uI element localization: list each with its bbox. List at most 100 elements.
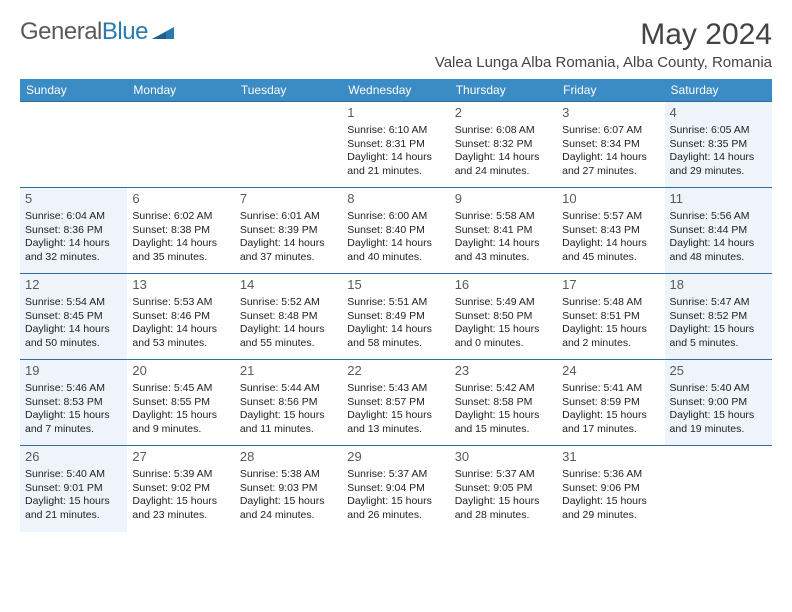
calendar-day-cell: 6Sunrise: 6:02 AMSunset: 8:38 PMDaylight… <box>127 188 234 274</box>
sunrise-text: Sunrise: 6:10 AM <box>347 124 444 138</box>
sunset-text: Sunset: 9:05 PM <box>455 482 552 496</box>
sunset-text: Sunset: 8:43 PM <box>562 224 659 238</box>
sunset-text: Sunset: 8:45 PM <box>25 310 122 324</box>
location-text: Valea Lunga Alba Romania, Alba County, R… <box>435 54 772 71</box>
day-number: 4 <box>670 105 767 122</box>
daylight-text: Daylight: 14 hours and 27 minutes. <box>562 151 659 178</box>
calendar-day-cell: 9Sunrise: 5:58 AMSunset: 8:41 PMDaylight… <box>450 188 557 274</box>
calendar-day-cell: 28Sunrise: 5:38 AMSunset: 9:03 PMDayligh… <box>235 446 342 532</box>
sunset-text: Sunset: 8:48 PM <box>240 310 337 324</box>
calendar-day-cell: 5 Sunrise: 6:04 AMSunset: 8:36 PMDaylight… <box>20 188 127 274</box>
sunrise-text: Sunrise: 5:41 AM <box>562 382 659 396</box>
weekday-header-row: SundayMondayTuesdayWednesdayThursdayFrid… <box>20 79 772 102</box>
daylight-text: Daylight: 14 hours and 40 minutes. <box>347 237 444 264</box>
calendar-day-cell: 2Sunrise: 6:08 AMSunset: 8:32 PMDaylight… <box>450 102 557 188</box>
sunrise-text: Sunrise: 6:07 AM <box>562 124 659 138</box>
calendar-week-row: 26Sunrise: 5:40 AMSunset: 9:01 PMDayligh… <box>20 446 772 532</box>
sunset-text: Sunset: 8:32 PM <box>455 138 552 152</box>
daylight-text: Daylight: 15 hours and 7 minutes. <box>25 409 122 436</box>
sunrise-text: Sunrise: 5:57 AM <box>562 210 659 224</box>
month-title: May 2024 <box>435 18 772 52</box>
sunrise-text: Sunrise: 5:39 AM <box>132 468 229 482</box>
calendar-day-cell: 10Sunrise: 5:57 AMSunset: 8:43 PMDayligh… <box>557 188 664 274</box>
calendar-day-cell: 8Sunrise: 6:00 AMSunset: 8:40 PMDaylight… <box>342 188 449 274</box>
daylight-text: Daylight: 15 hours and 28 minutes. <box>455 495 552 522</box>
sunrise-text: Sunrise: 5:46 AM <box>25 382 122 396</box>
weekday-header: Friday <box>557 79 664 102</box>
sunset-text: Sunset: 8:55 PM <box>132 396 229 410</box>
calendar-day-cell: 3Sunrise: 6:07 AMSunset: 8:34 PMDaylight… <box>557 102 664 188</box>
day-number: 16 <box>455 277 552 294</box>
day-number: 5 <box>25 191 122 208</box>
day-number: 12 <box>25 277 122 294</box>
daylight-text: Daylight: 15 hours and 11 minutes. <box>240 409 337 436</box>
day-number: 14 <box>240 277 337 294</box>
sunrise-text: Sunrise: 6:08 AM <box>455 124 552 138</box>
flag-icon <box>152 23 174 39</box>
weekday-header: Sunday <box>20 79 127 102</box>
sunrise-text: Sunrise: 6:00 AM <box>347 210 444 224</box>
calendar-day-cell: 1Sunrise: 6:10 AMSunset: 8:31 PMDaylight… <box>342 102 449 188</box>
day-number: 7 <box>240 191 337 208</box>
sunrise-text: Sunrise: 5:40 AM <box>670 382 767 396</box>
calendar-week-row: 5Sunrise: 6:04 AMSunset: 8:36 PMDaylight… <box>20 188 772 274</box>
daylight-text: Daylight: 14 hours and 58 minutes. <box>347 323 444 350</box>
title-block: May 2024 Valea Lunga Alba Romania, Alba … <box>435 18 772 71</box>
calendar-day-cell: 15 Sunrise: 5:51 AMSunset: 8:49 PMDayligh… <box>342 274 449 360</box>
daylight-text: Daylight: 15 hours and 19 minutes. <box>670 409 767 436</box>
sunset-text: Sunset: 9:03 PM <box>240 482 337 496</box>
day-number: 21 <box>240 363 337 380</box>
sunrise-text: Sunrise: 5:42 AM <box>455 382 552 396</box>
day-number: 15 <box>347 277 444 294</box>
day-number: 28 <box>240 449 337 466</box>
daylight-text: Daylight: 15 hours and 0 minutes. <box>455 323 552 350</box>
day-number: 11 <box>670 191 767 208</box>
weekday-header: Saturday <box>665 79 772 102</box>
sunrise-text: Sunrise: 5:45 AM <box>132 382 229 396</box>
day-number: 19 <box>25 363 122 380</box>
sunset-text: Sunset: 9:00 PM <box>670 396 767 410</box>
daylight-text: Daylight: 15 hours and 13 minutes. <box>347 409 444 436</box>
brand-part2: Blue <box>102 18 148 46</box>
day-number: 23 <box>455 363 552 380</box>
day-number: 17 <box>562 277 659 294</box>
day-number: 10 <box>562 191 659 208</box>
sunrise-text: Sunrise: 5:47 AM <box>670 296 767 310</box>
sunrise-text: Sunrise: 5:51 AM <box>347 296 444 310</box>
header: GeneralBlue May 2024 Valea Lunga Alba Ro… <box>20 18 772 71</box>
sunset-text: Sunset: 8:51 PM <box>562 310 659 324</box>
daylight-text: Daylight: 14 hours and 37 minutes. <box>240 237 337 264</box>
day-number: 31 <box>562 449 659 466</box>
sunset-text: Sunset: 8:56 PM <box>240 396 337 410</box>
daylight-text: Daylight: 14 hours and 32 minutes. <box>25 237 122 264</box>
sunset-text: Sunset: 8:36 PM <box>25 224 122 238</box>
sunset-text: Sunset: 9:06 PM <box>562 482 659 496</box>
sunset-text: Sunset: 8:44 PM <box>670 224 767 238</box>
sunset-text: Sunset: 8:31 PM <box>347 138 444 152</box>
sunrise-text: Sunrise: 6:04 AM <box>25 210 122 224</box>
weekday-header: Monday <box>127 79 234 102</box>
calendar-day-cell: 16Sunrise: 5:49 AMSunset: 8:50 PMDayligh… <box>450 274 557 360</box>
calendar-day-cell: 21Sunrise: 5:44 AMSunset: 8:56 PMDayligh… <box>235 360 342 446</box>
daylight-text: Daylight: 14 hours and 35 minutes. <box>132 237 229 264</box>
daylight-text: Daylight: 14 hours and 55 minutes. <box>240 323 337 350</box>
sunrise-text: Sunrise: 6:01 AM <box>240 210 337 224</box>
day-number: 18 <box>670 277 767 294</box>
day-number: 29 <box>347 449 444 466</box>
sunset-text: Sunset: 8:49 PM <box>347 310 444 324</box>
day-number: 13 <box>132 277 229 294</box>
sunset-text: Sunset: 8:57 PM <box>347 396 444 410</box>
sunset-text: Sunset: 8:34 PM <box>562 138 659 152</box>
calendar-day-cell: 25Sunrise: 5:40 AMSunset: 9:00 PMDayligh… <box>665 360 772 446</box>
sunrise-text: Sunrise: 6:05 AM <box>670 124 767 138</box>
day-number: 8 <box>347 191 444 208</box>
daylight-text: Daylight: 14 hours and 21 minutes. <box>347 151 444 178</box>
sunset-text: Sunset: 8:46 PM <box>132 310 229 324</box>
calendar-week-row: 1Sunrise: 6:10 AMSunset: 8:31 PMDaylight… <box>20 102 772 188</box>
calendar-empty-cell <box>665 446 772 532</box>
calendar-day-cell: 4Sunrise: 6:05 AMSunset: 8:35 PMDaylight… <box>665 102 772 188</box>
sunset-text: Sunset: 9:02 PM <box>132 482 229 496</box>
daylight-text: Daylight: 14 hours and 29 minutes. <box>670 151 767 178</box>
calendar-day-cell: 20Sunrise: 5:45 AMSunset: 8:55 PMDayligh… <box>127 360 234 446</box>
daylight-text: Daylight: 15 hours and 15 minutes. <box>455 409 552 436</box>
